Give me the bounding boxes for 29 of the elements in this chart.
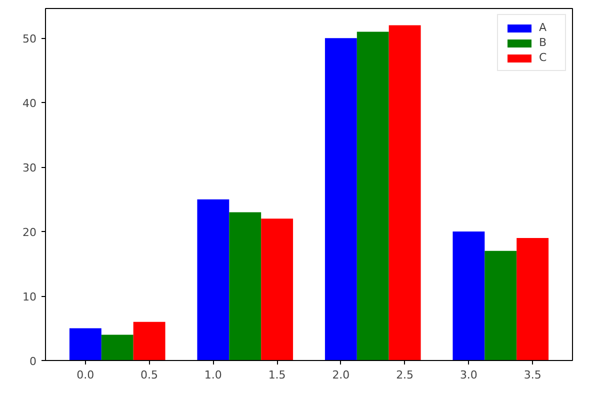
x-tick-label: 1.0 xyxy=(204,368,222,382)
bar xyxy=(356,32,389,360)
x-tick-label: 3.5 xyxy=(524,368,542,382)
x-tick-label: 2.5 xyxy=(396,368,414,382)
bar xyxy=(229,212,262,360)
bar xyxy=(324,38,357,360)
legend-label: C xyxy=(539,51,548,64)
bar xyxy=(261,218,294,360)
bar xyxy=(484,250,517,360)
y-tick-label: 40 xyxy=(22,97,37,110)
y-tick-label: 30 xyxy=(22,162,37,175)
bar xyxy=(133,322,166,360)
x-tick-label: 0.0 xyxy=(76,368,94,382)
x-tick-label: 1.5 xyxy=(268,368,286,382)
bar xyxy=(516,238,549,360)
bar xyxy=(452,232,485,360)
x-tick-label: 0.5 xyxy=(140,368,158,382)
y-tick-label: 10 xyxy=(22,290,37,304)
bar xyxy=(101,334,134,360)
y-tick-label: 20 xyxy=(22,226,37,240)
y-tick-label: 0 xyxy=(30,355,36,368)
y-tick-label: 50 xyxy=(22,32,37,46)
bar xyxy=(388,25,421,360)
legend-label: A xyxy=(539,21,548,34)
bar xyxy=(69,328,102,360)
bar xyxy=(197,199,230,360)
x-tick-label: 2.0 xyxy=(332,368,350,382)
legend-label: B xyxy=(539,36,548,49)
x-tick-label: 3.0 xyxy=(460,368,478,382)
